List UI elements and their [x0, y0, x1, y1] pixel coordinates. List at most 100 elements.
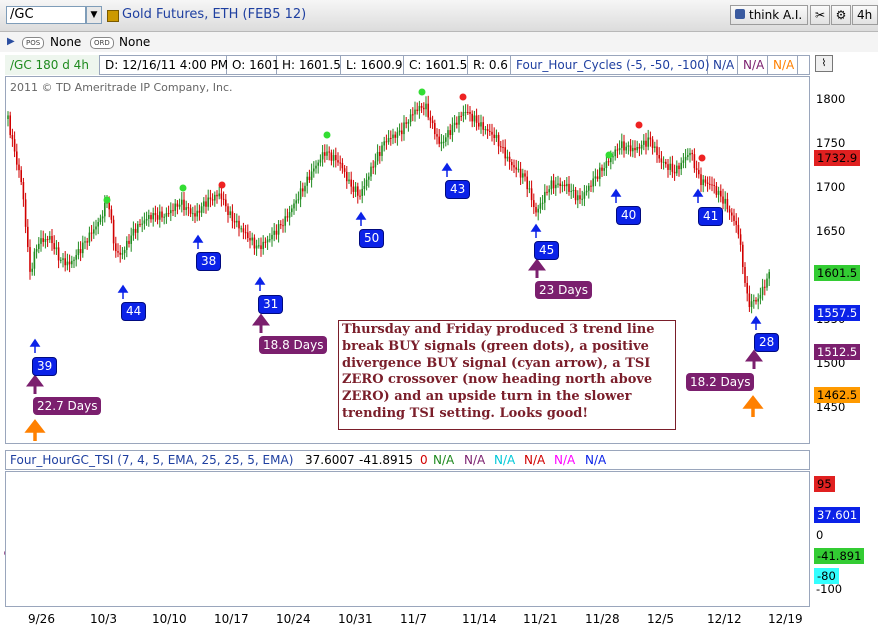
- signal-dot: [103, 196, 111, 204]
- price-bar-body: [266, 239, 269, 243]
- price-bar-body: [680, 162, 682, 170]
- price-bar-body: [742, 244, 744, 268]
- price-bar-body: [244, 232, 247, 234]
- cycle-label: 31: [258, 295, 284, 314]
- price-bar-body: [9, 115, 11, 135]
- orange-arrow-icon: [742, 395, 764, 417]
- price-bar-body: [636, 147, 638, 151]
- price-bar-body: [216, 194, 218, 197]
- price-bar-body: [306, 176, 308, 186]
- signal-dot: [218, 181, 226, 189]
- price-bar-body: [746, 282, 748, 294]
- price-bar-body: [761, 286, 764, 295]
- price-bar-body: [167, 213, 170, 215]
- price-bar-body: [748, 293, 751, 307]
- price-bar-body: [73, 259, 75, 261]
- drawing-tools-icon[interactable]: ✂: [810, 5, 830, 25]
- price-bar-body: [618, 147, 621, 151]
- price-bar-body: [453, 122, 456, 126]
- x-tick: 9/26: [28, 612, 55, 626]
- price-bar-body: [55, 247, 58, 250]
- price-bar-body: [583, 192, 586, 199]
- price-bar-body: [495, 134, 498, 139]
- chart-style-icon[interactable]: ⌇: [815, 55, 833, 72]
- price-bar-body: [16, 151, 18, 165]
- price-bar-body: [724, 198, 726, 204]
- tsi-na-2: N/A: [464, 453, 486, 467]
- study-value-1: N/A: [708, 55, 738, 75]
- price-bar-body: [665, 161, 667, 165]
- symbol-input[interactable]: /GC: [6, 6, 86, 24]
- signal-dot: [605, 151, 613, 159]
- price-bar-body: [526, 176, 528, 190]
- price-bar-body: [350, 179, 352, 187]
- price-bar-body: [361, 188, 363, 196]
- price-bar-body: [728, 209, 731, 213]
- price-bar-body: [623, 141, 625, 151]
- chart-spec[interactable]: /GC 180 d 4h: [5, 55, 100, 75]
- tsi-tag-blue: 37.601: [814, 507, 861, 523]
- price-bar-body: [447, 130, 449, 138]
- x-tick: 12/12: [707, 612, 742, 626]
- price-bar-body: [194, 213, 196, 217]
- price-bar-body: [535, 206, 537, 213]
- tsi-study-name[interactable]: Four_HourGC_TSI (7, 4, 5, EMA, 25, 25, 5…: [10, 453, 294, 467]
- price-bar-body: [172, 210, 174, 212]
- price-bar-body: [200, 206, 203, 213]
- price-bar-body: [328, 151, 330, 153]
- price-bar-body: [233, 220, 236, 223]
- bar-close: C: 1601.5: [404, 55, 468, 75]
- bar-high: H: 1601.5: [277, 55, 341, 75]
- price-bar-body: [590, 185, 592, 187]
- price-bar-body: [229, 211, 231, 215]
- price-bar-body: [240, 228, 242, 230]
- price-bar-body: [101, 216, 104, 219]
- study-name[interactable]: Four_Hour_Cycles (-5, -50, -100): [511, 55, 710, 75]
- price-bar-body: [57, 247, 60, 261]
- price-bar-body: [634, 147, 636, 151]
- timeframe-button[interactable]: 4h: [852, 5, 878, 25]
- price-bar-body: [401, 130, 403, 135]
- price-bar-body: [295, 200, 297, 204]
- price-bar-body: [596, 176, 599, 179]
- price-bar-body: [275, 230, 278, 235]
- tsi-chart-panel[interactable]: [5, 471, 810, 607]
- price-bar-body: [390, 137, 392, 139]
- price-bar-body: [24, 199, 27, 227]
- price-bar-body: [22, 182, 25, 200]
- price-bar-body: [29, 247, 31, 272]
- price-bar-body: [365, 179, 368, 186]
- price-bar-body: [480, 122, 482, 127]
- price-bar-body: [561, 184, 564, 187]
- price-bar-body: [231, 211, 234, 221]
- buy-arrow-icon: [441, 162, 453, 177]
- think-ai-button[interactable]: think A.I.: [730, 5, 808, 25]
- price-bar-body: [75, 255, 77, 260]
- price-bar-body: [524, 173, 526, 177]
- price-bar-body: [460, 115, 462, 117]
- bar-range: R: 0.6: [468, 55, 511, 75]
- price-bar-body: [744, 267, 746, 283]
- instrument-title: Gold Futures, ETH (FEB5 12): [122, 7, 307, 22]
- price-bar-body: [141, 223, 143, 225]
- expand-arrow-icon[interactable]: ▶: [7, 36, 15, 47]
- price-bar-body: [18, 164, 20, 171]
- price-bar-body: [324, 152, 326, 156]
- symbol-dropdown-button[interactable]: ▼: [86, 6, 102, 24]
- price-bar-body: [218, 193, 220, 197]
- settings-icon[interactable]: ⚙: [831, 5, 851, 25]
- price-bar-body: [599, 167, 601, 179]
- price-bar-body: [442, 141, 445, 143]
- price-bar-body: [308, 176, 311, 181]
- price-bar-body: [339, 162, 341, 164]
- price-bar-body: [95, 226, 97, 230]
- price-bar-body: [693, 154, 696, 169]
- price-bar-body: [110, 209, 113, 220]
- price-bar-body: [594, 176, 597, 179]
- price-bar-body: [486, 129, 489, 131]
- price-bar-body: [44, 239, 47, 242]
- price-bar-body: [568, 183, 570, 192]
- price-bar-body: [695, 168, 698, 170]
- price-bar-body: [71, 260, 73, 265]
- price-bar-body: [126, 240, 128, 250]
